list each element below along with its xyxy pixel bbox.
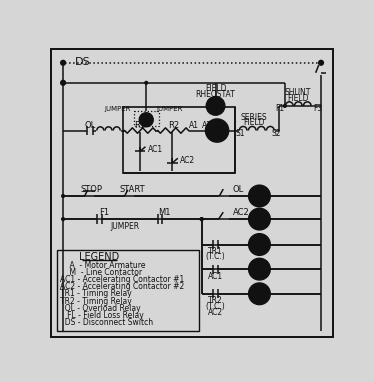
Text: M: M [255, 191, 264, 201]
Text: F2: F2 [142, 115, 151, 124]
Text: TR2: TR2 [208, 296, 223, 305]
Circle shape [200, 218, 203, 220]
Circle shape [249, 283, 270, 304]
Text: AC2: AC2 [251, 289, 269, 298]
Text: R1: R1 [135, 121, 145, 130]
Text: START: START [120, 185, 145, 194]
Text: A1: A1 [188, 121, 199, 130]
Text: TR1 - Timing Relay: TR1 - Timing Relay [60, 290, 132, 298]
Text: SERIES: SERIES [241, 113, 267, 122]
Text: JUMPER: JUMPER [104, 106, 131, 112]
Circle shape [206, 97, 225, 115]
Text: JUMPER: JUMPER [156, 106, 183, 112]
Text: OL: OL [233, 185, 244, 194]
Text: FIELD: FIELD [243, 118, 265, 127]
Text: (T.C.): (T.C.) [206, 302, 226, 311]
Text: FIELD: FIELD [287, 94, 309, 104]
Text: F3: F3 [313, 105, 323, 113]
Circle shape [61, 81, 65, 85]
Circle shape [200, 218, 203, 220]
Bar [57, 250, 199, 331]
Text: SHUNT: SHUNT [285, 88, 311, 97]
Text: AC2: AC2 [180, 156, 195, 165]
Text: F1: F1 [99, 209, 109, 217]
Text: OL: OL [85, 121, 96, 129]
Text: AC2 - Accelerating Contactor #2: AC2 - Accelerating Contactor #2 [60, 282, 184, 291]
Bar [123, 107, 235, 173]
Text: OL - Overload Relay: OL - Overload Relay [60, 304, 141, 313]
Text: M1: M1 [159, 209, 171, 217]
Circle shape [249, 208, 270, 230]
Circle shape [283, 105, 286, 107]
Text: A  - Motor Armature: A - Motor Armature [60, 261, 145, 270]
Text: M  - Line Contactor: M - Line Contactor [60, 268, 142, 277]
Circle shape [61, 60, 65, 65]
Circle shape [62, 194, 64, 197]
Circle shape [206, 119, 229, 142]
Text: FIELD: FIELD [205, 84, 226, 93]
Text: JUMPER: JUMPER [110, 222, 139, 230]
Text: A2: A2 [202, 121, 212, 130]
Text: AC1: AC1 [148, 144, 163, 154]
Text: TR2: TR2 [251, 265, 268, 274]
Text: TR2 - Timing Relay: TR2 - Timing Relay [60, 296, 132, 306]
Text: AC1 - Accelerating Contactor #1: AC1 - Accelerating Contactor #1 [60, 275, 184, 284]
Text: AC2: AC2 [233, 209, 249, 217]
Text: R2: R2 [168, 121, 179, 130]
Text: (T.C.): (T.C.) [206, 253, 226, 261]
Text: S1: S1 [236, 129, 245, 138]
Text: RHEOSTAT: RHEOSTAT [196, 90, 235, 99]
Text: FL - Field Loss Relay: FL - Field Loss Relay [60, 311, 144, 320]
Text: AC1: AC1 [208, 272, 223, 280]
Circle shape [139, 113, 153, 127]
Text: TR1: TR1 [251, 215, 268, 223]
Text: STOP: STOP [80, 185, 102, 194]
Text: DS: DS [75, 57, 90, 67]
Text: A: A [213, 124, 221, 137]
Circle shape [62, 81, 64, 84]
Text: DS - Disconnect Switch: DS - Disconnect Switch [60, 318, 153, 327]
Circle shape [249, 185, 270, 207]
Text: F1: F1 [276, 105, 285, 113]
Text: AC1: AC1 [251, 240, 269, 249]
Circle shape [145, 81, 148, 84]
Bar [134, 110, 159, 126]
Circle shape [249, 258, 270, 280]
Circle shape [319, 60, 324, 65]
Text: TR1: TR1 [208, 247, 223, 256]
Text: LEGEND: LEGEND [79, 252, 119, 262]
Circle shape [249, 234, 270, 255]
Circle shape [62, 218, 64, 220]
Text: S2: S2 [272, 129, 281, 138]
Text: AC2: AC2 [208, 308, 223, 317]
